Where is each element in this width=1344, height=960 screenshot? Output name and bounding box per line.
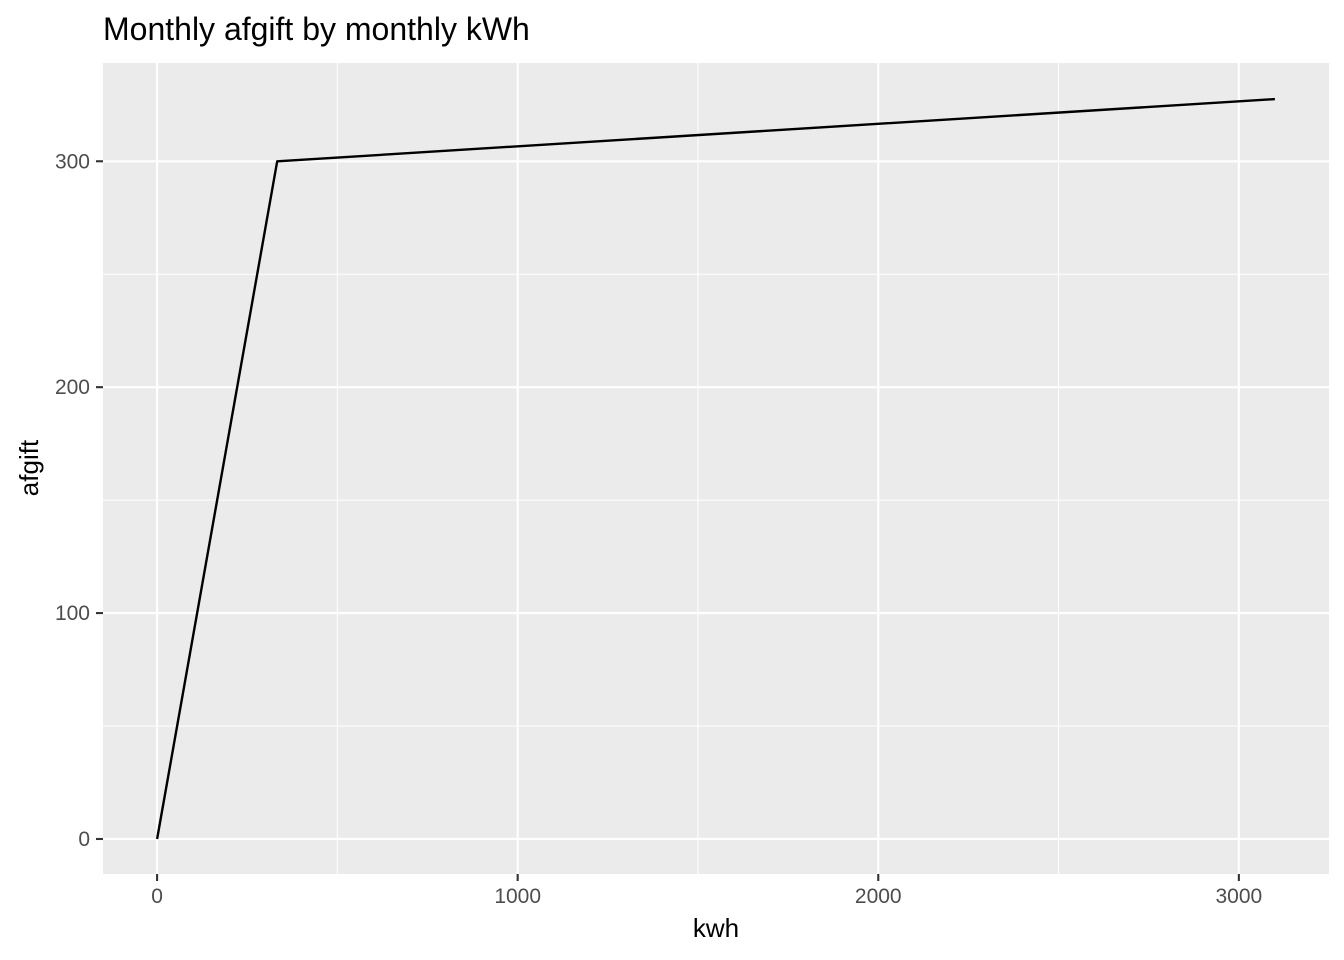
series-layer bbox=[155, 97, 1275, 840]
y-tick-label: 300 bbox=[55, 150, 90, 173]
series-line bbox=[155, 97, 1275, 840]
chart-title: Monthly afgift by monthly kWh bbox=[103, 11, 530, 47]
y-tick-label: 0 bbox=[78, 828, 90, 851]
plot-panel bbox=[103, 63, 1329, 874]
x-tick-label: 3000 bbox=[1215, 885, 1262, 908]
y-axis-title: afgift bbox=[14, 439, 44, 496]
x-axis-title: kwh bbox=[693, 913, 739, 943]
y-tick-label: 100 bbox=[55, 602, 90, 625]
x-tick-label: 2000 bbox=[855, 885, 902, 908]
y-axis: 0 100 200 300 bbox=[55, 150, 103, 851]
minor-gridlines bbox=[103, 63, 1329, 874]
major-gridlines bbox=[103, 63, 1329, 874]
x-axis: 0 1000 2000 3000 bbox=[151, 874, 1262, 908]
x-tick-label: 0 bbox=[151, 885, 163, 908]
y-tick-label: 200 bbox=[55, 376, 90, 399]
x-tick-label: 1000 bbox=[494, 885, 541, 908]
